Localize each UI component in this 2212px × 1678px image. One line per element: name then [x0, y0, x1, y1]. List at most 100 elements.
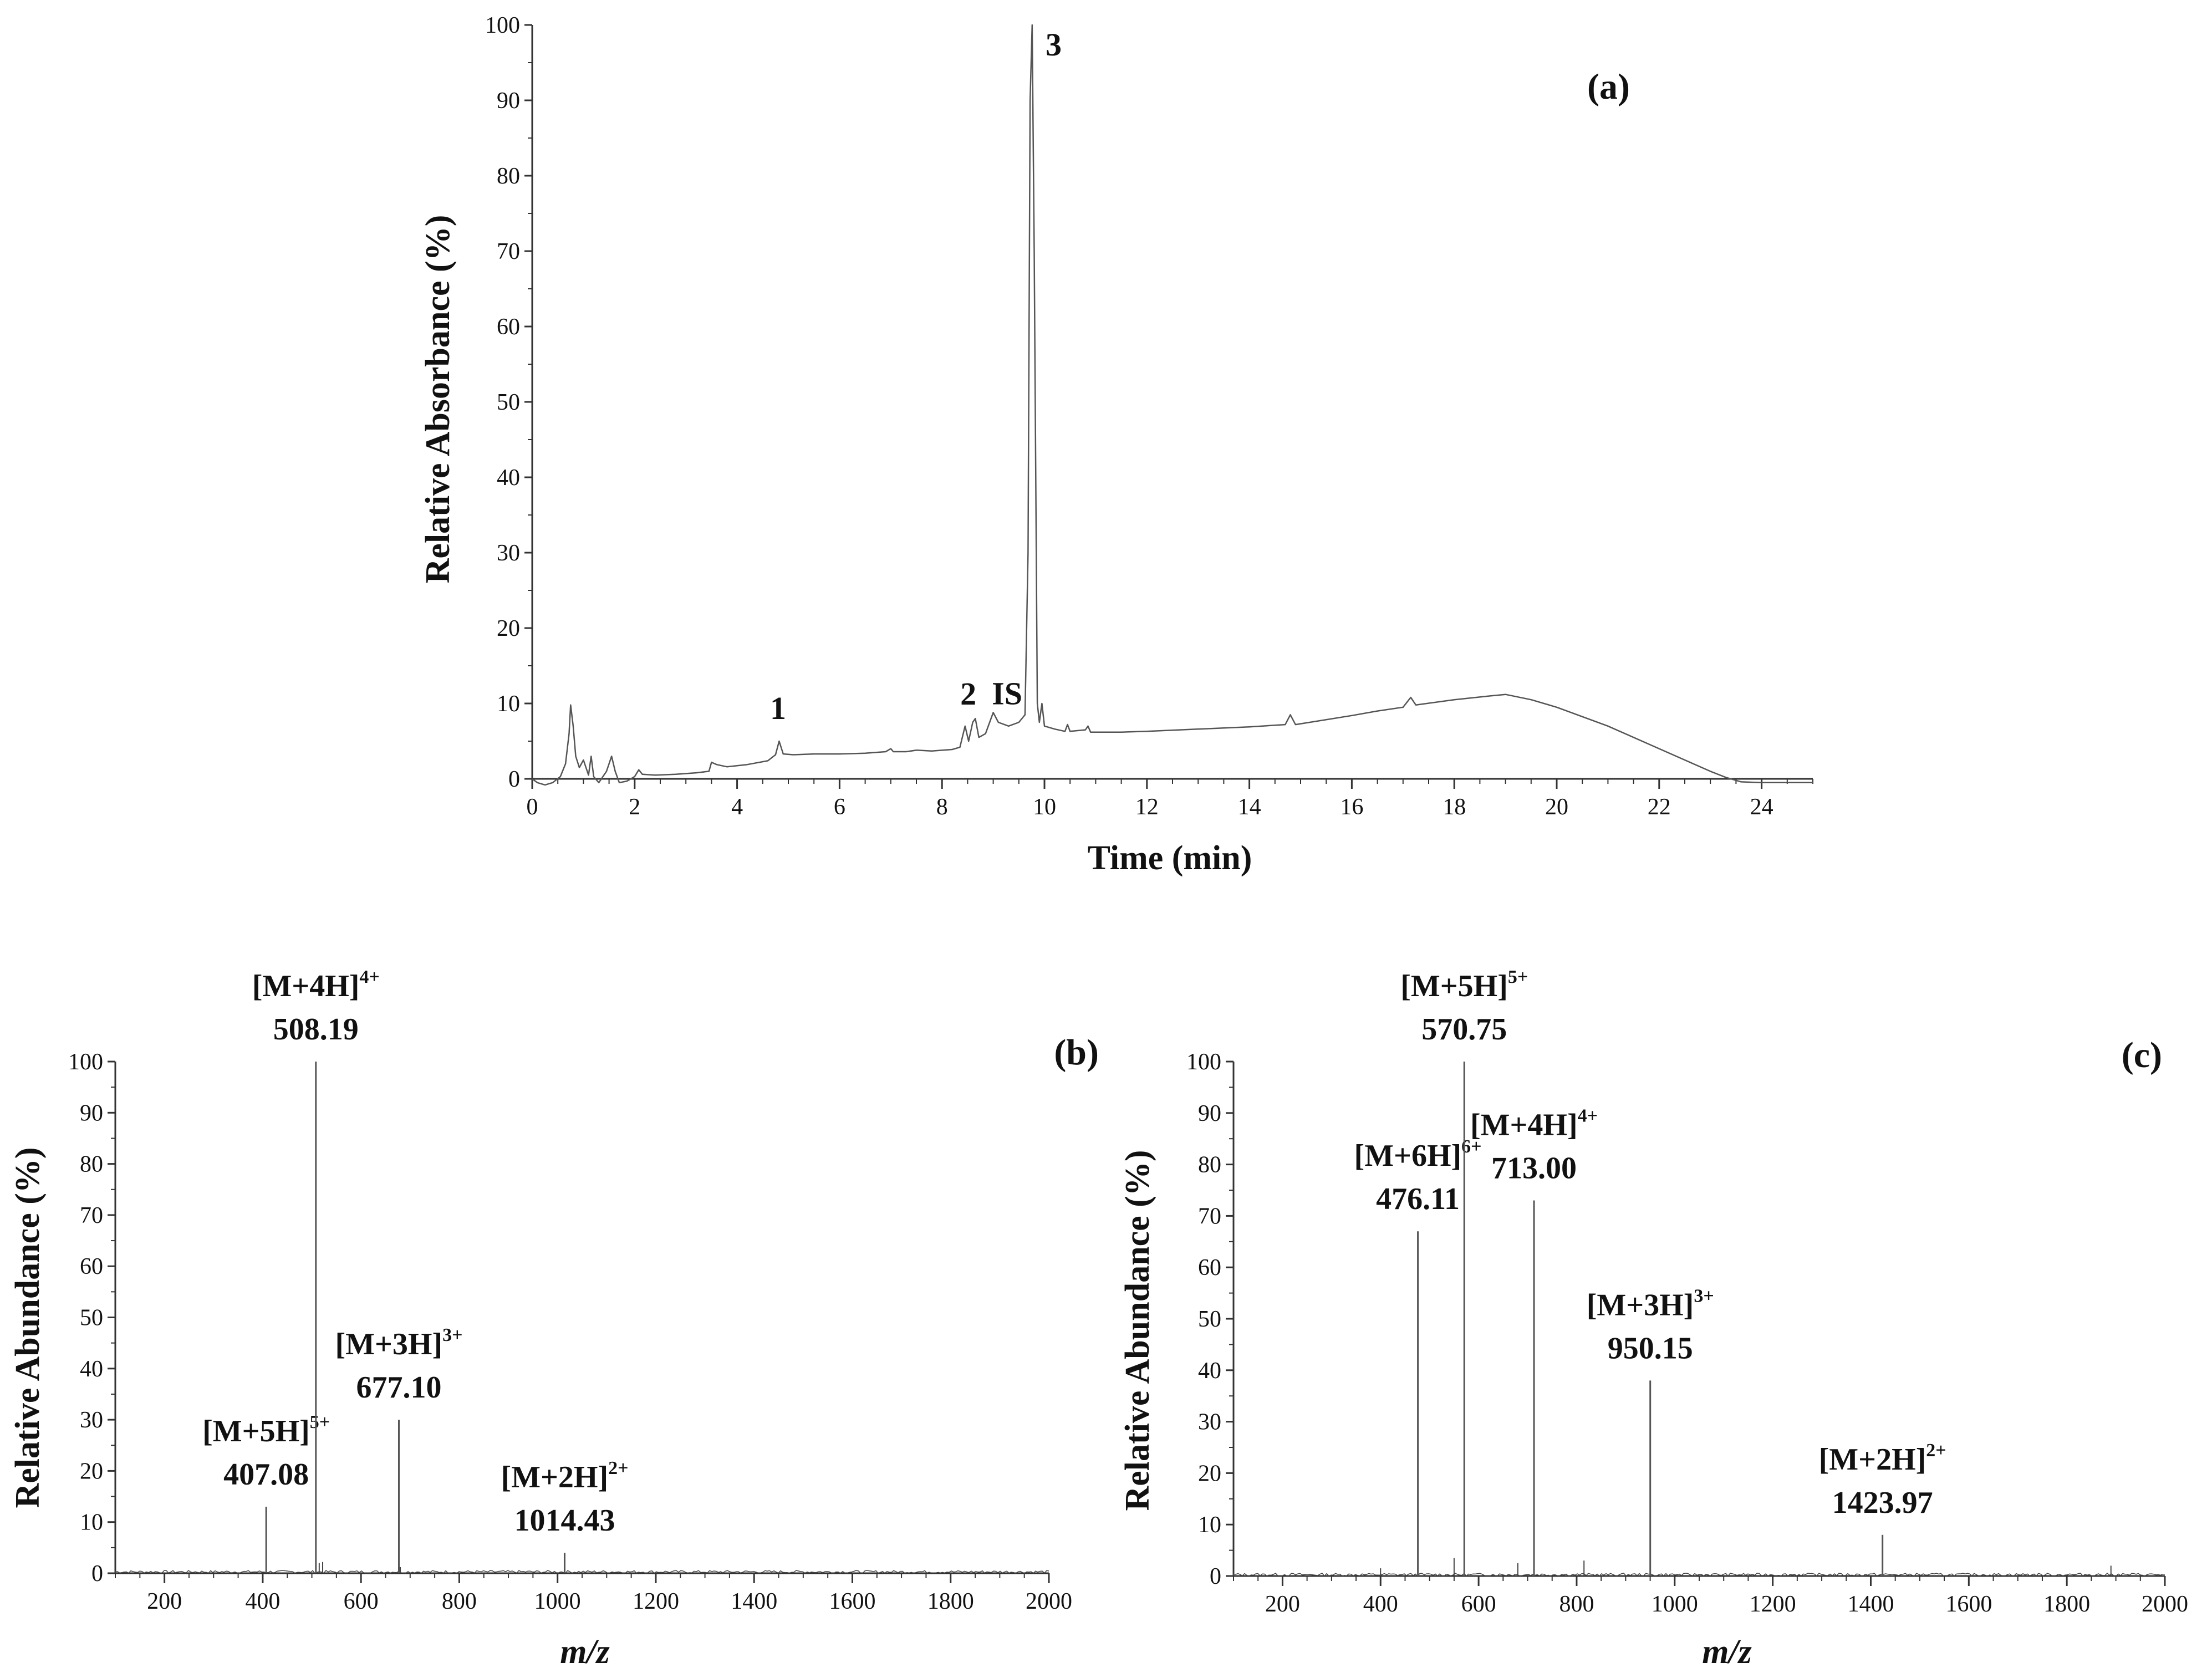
peak-ion-label: [M+5H]5+ [1400, 967, 1528, 1003]
x-tick-label: 6 [834, 794, 845, 820]
peak-ion-label: [M+4H]4+ [1470, 1106, 1598, 1143]
y-tick-label: 50 [497, 390, 520, 415]
chromatogram-panel: (a) Relative Absorbance (%) Time (min) 0… [419, 13, 1813, 877]
y-tick-label: 60 [80, 1254, 103, 1279]
y-tick-label: 100 [485, 13, 520, 38]
y-tick-label: 90 [1198, 1101, 1221, 1126]
x-axis-title: Time (min) [1088, 839, 1252, 877]
x-tick-label: 1400 [731, 1589, 777, 1614]
x-axis-title: m/z [1702, 1633, 1752, 1671]
peak-mz-label: 677.10 [356, 1370, 441, 1405]
x-tick-label: 600 [1461, 1592, 1496, 1617]
x-tick-label: 24 [1750, 794, 1773, 820]
peak-mz-label: 476.11 [1376, 1182, 1460, 1216]
peak-mz-label: 1014.43 [514, 1503, 615, 1538]
x-tick-label: 1200 [633, 1589, 679, 1614]
x-tick-label: 1000 [534, 1589, 581, 1614]
y-tick-label: 20 [497, 616, 520, 641]
y-tick-label: 70 [1198, 1203, 1221, 1229]
peak-mz-label: 407.08 [223, 1457, 309, 1492]
peak-ion-label: [M+2H]2+ [1819, 1440, 1946, 1477]
peak-ion-label: [M+5H]5+ [202, 1412, 330, 1449]
panel-label-a: (a) [1587, 67, 1630, 107]
peak-label-3: 3 [1046, 27, 1062, 63]
peak-ion-label: [M+3H]3+ [1587, 1286, 1714, 1322]
x-tick-label: 400 [1363, 1592, 1398, 1617]
x-tick-label: 400 [245, 1589, 280, 1614]
y-tick-label: 50 [80, 1305, 103, 1331]
y-tick-label: 70 [80, 1203, 103, 1228]
x-tick-label: 1200 [1750, 1592, 1796, 1617]
x-tick-label: 22 [1648, 794, 1671, 820]
x-tick-label: 16 [1340, 794, 1363, 820]
y-tick-label: 50 [1198, 1307, 1221, 1332]
x-tick-label: 20 [1545, 794, 1568, 820]
y-tick-label: 0 [1210, 1564, 1221, 1589]
peak-mz-label: 1423.97 [1832, 1486, 1933, 1520]
mass-spectrum-c-panel: (c) Relative Abundance (%) m/z 0 10 20 30 40… [1119, 967, 2188, 1671]
x-tick-label: 800 [442, 1589, 477, 1614]
x-tick-label: 8 [936, 794, 948, 820]
y-axis-title: Relative Abundance (%) [1119, 1150, 1156, 1511]
peak-label-1: 1 [770, 690, 786, 726]
y-tick-label: 60 [497, 314, 520, 340]
x-tick-label: 1600 [829, 1589, 875, 1614]
y-tick-label: 40 [1198, 1358, 1221, 1384]
baseline-noise [115, 1570, 1049, 1574]
mass-spectrum-b-panel: (b) Relative Abundance (%) m/z 0 10 20 30 40… [9, 967, 1099, 1671]
x-tick-label: 1600 [1945, 1592, 1992, 1617]
x-tick-label: 1800 [927, 1589, 974, 1614]
x-tick-label: 1000 [1652, 1592, 1698, 1617]
peak-label-2: 2 [960, 676, 976, 712]
chromatogram-line [532, 24, 1813, 786]
y-axis-title: Relative Abundance (%) [9, 1147, 47, 1508]
panel-label-c: (c) [2122, 1035, 2162, 1075]
y-tick-label: 30 [1198, 1410, 1221, 1435]
x-tick-label: 1400 [1847, 1592, 1894, 1617]
y-tick-label: 10 [1198, 1512, 1221, 1538]
x-tick-label: 800 [1559, 1592, 1594, 1617]
y-tick-label: 100 [68, 1049, 103, 1075]
x-tick-label: 10 [1033, 794, 1056, 820]
y-tick-label: 90 [80, 1100, 103, 1126]
x-axis-title: m/z [560, 1633, 610, 1671]
x-tick-label: 1800 [2043, 1592, 2090, 1617]
y-tick-label: 30 [497, 540, 520, 566]
peak-mz-label: 950.15 [1608, 1331, 1693, 1365]
peak-ion-label: [M+2H]2+ [501, 1458, 628, 1495]
x-tick-label: 200 [147, 1589, 182, 1614]
peak-mz-label: 570.75 [1421, 1012, 1507, 1047]
baseline-noise [1233, 1572, 2165, 1577]
y-tick-label: 90 [497, 88, 520, 114]
y-tick-label: 0 [91, 1561, 103, 1587]
y-tick-label: 80 [80, 1152, 103, 1177]
y-tick-label: 20 [80, 1458, 103, 1484]
y-tick-label: 10 [497, 691, 520, 717]
y-tick-label: 20 [1198, 1461, 1221, 1486]
y-tick-label: 70 [497, 239, 520, 264]
y-tick-label: 80 [1198, 1152, 1221, 1178]
peak-ion-label: [M+6H]6+ [1354, 1136, 1482, 1173]
y-tick-label: 80 [497, 164, 520, 189]
peak-label-is: IS [992, 676, 1022, 712]
x-tick-label: 200 [1265, 1592, 1300, 1617]
x-tick-label: 2000 [2142, 1592, 2188, 1617]
x-tick-label: 18 [1443, 794, 1466, 820]
peak-ion-label: [M+4H]4+ [252, 967, 380, 1003]
x-tick-label: 2000 [1026, 1589, 1072, 1614]
x-tick-label: 4 [731, 794, 743, 820]
y-axis-title: Relative Absorbance (%) [419, 215, 457, 584]
y-tick-label: 40 [80, 1356, 103, 1382]
x-tick-label: 14 [1238, 794, 1261, 820]
y-tick-label: 10 [80, 1510, 103, 1536]
y-tick-label: 100 [1186, 1049, 1221, 1075]
y-tick-label: 30 [80, 1407, 103, 1433]
x-tick-label: 0 [527, 794, 538, 820]
y-tick-label: 0 [508, 767, 520, 792]
y-tick-label: 40 [497, 465, 520, 491]
y-tick-label: 60 [1198, 1255, 1221, 1281]
x-tick-label: 12 [1135, 794, 1159, 820]
panel-label-b: (b) [1054, 1032, 1099, 1073]
x-tick-label: 600 [344, 1589, 379, 1614]
